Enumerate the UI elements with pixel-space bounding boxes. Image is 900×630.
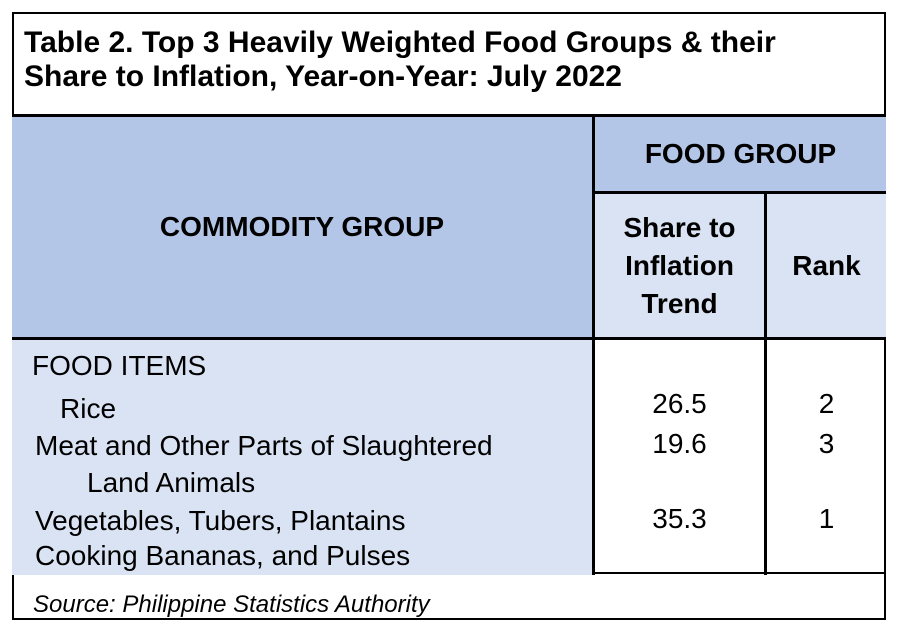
row-label-vegetables-line-2: Cooking Bananas, and Pulses — [35, 540, 411, 571]
share-header-line-1: Share to — [623, 211, 736, 243]
food-group-header: FOOD GROUP — [592, 117, 886, 194]
row-label-vegetables-line-1: Vegetables, Tubers, Plantains — [35, 505, 406, 536]
section-label-food-items: FOOD ITEMS — [32, 350, 207, 381]
share-value-rice: 26.5 — [652, 388, 707, 419]
rank-value-rice: 2 — [818, 388, 835, 419]
commodity-column: FOOD ITEMS Rice Meat and Other Parts of … — [12, 340, 592, 575]
rank-value-vegetables: 1 — [818, 503, 835, 534]
share-value-vegetables: 35.3 — [652, 503, 707, 534]
share-header-line-3: Trend — [641, 287, 718, 319]
table-title: Table 2. Top 3 Heavily Weighted Food Gro… — [24, 26, 874, 94]
table-title-line-1: Table 2. Top 3 Heavily Weighted Food Gro… — [24, 26, 776, 59]
row-label-rice: Rice — [60, 393, 117, 424]
commodity-group-header: COMMODITY GROUP — [12, 117, 592, 337]
rank-value-meat: 3 — [818, 428, 835, 459]
data-table: COMMODITY GROUP FOOD GROUP Share to Infl… — [12, 114, 886, 575]
rank-header: Rank — [764, 194, 886, 337]
row-label-meat-line-1: Meat and Other Parts of Slaughtered — [35, 430, 493, 461]
share-value-meat: 19.6 — [652, 428, 707, 459]
row-label-meat-line-2: Land Animals — [87, 467, 256, 498]
share-to-inflation-header: Share to Inflation Trend — [592, 194, 764, 337]
rank-column: 2 3 1 — [764, 340, 886, 575]
share-column: 26.5 19.6 35.3 — [592, 340, 764, 575]
table-title-line-2: Share to Inflation, Year-on-Year: July 2… — [24, 60, 622, 93]
share-header-line-2: Inflation — [625, 249, 734, 281]
source-note: Source: Philippine Statistics Authority — [33, 591, 430, 618]
header-divider — [12, 337, 886, 340]
